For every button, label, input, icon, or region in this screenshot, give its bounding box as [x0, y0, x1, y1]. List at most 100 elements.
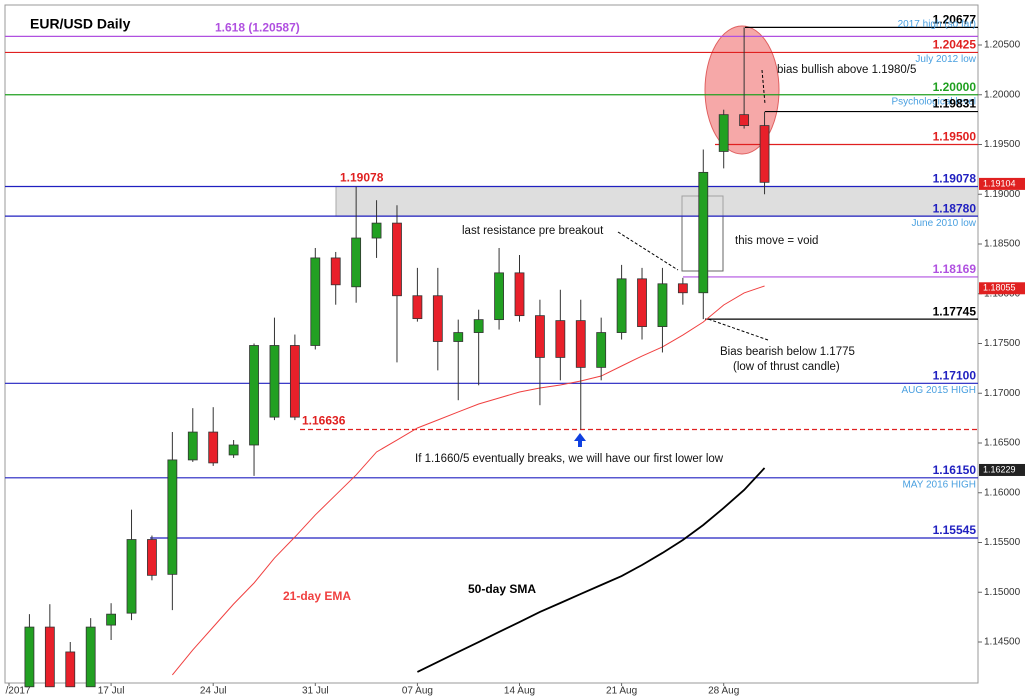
candle-body	[289, 345, 300, 418]
price-tag-label: 1.19104	[983, 178, 1016, 188]
candle-body	[494, 272, 504, 321]
y-tick-label: 1.20000	[984, 89, 1021, 100]
level-label: 1.19500	[933, 130, 977, 144]
annotation: If 1.1660/5 eventually breaks, we will h…	[415, 453, 724, 465]
chart-title: EUR/USD Daily	[30, 16, 131, 32]
y-tick-label: 1.17000	[984, 388, 1021, 399]
x-tick-label: /2017	[5, 686, 30, 696]
candle-body	[106, 613, 116, 626]
level-left-label: 1.16636	[302, 414, 346, 428]
x-tick-label: 24 Jul	[200, 686, 227, 696]
candle-body	[249, 345, 259, 446]
candle-body	[473, 319, 484, 333]
indicator-label: 50-day SMA	[468, 582, 536, 596]
y-tick-label: 1.18500	[984, 239, 1021, 250]
y-tick-label: 1.17500	[984, 338, 1021, 349]
candle-body	[555, 320, 566, 358]
price-tag	[979, 463, 1025, 476]
plot	[5, 26, 979, 688]
candle-body	[187, 431, 198, 461]
x-tick-label: 21 Aug	[606, 686, 637, 696]
y-tick-label: 1.16000	[984, 487, 1021, 498]
y-tick-label: 1.19000	[984, 189, 1021, 200]
x-tick-label: 07 Aug	[402, 686, 433, 696]
candle-body	[126, 539, 137, 614]
arrow-up	[574, 433, 586, 447]
arrow	[617, 231, 679, 271]
candle-body	[739, 114, 750, 126]
annotation: (low of thrust candle)	[733, 361, 840, 373]
level-label: 1.18169	[933, 262, 977, 276]
candle-body	[535, 315, 545, 358]
candle-body	[575, 320, 586, 368]
candle-body	[637, 278, 647, 327]
level-label: 1.18780	[933, 201, 977, 215]
candle-body	[432, 295, 443, 342]
y-tick-label: 1.15500	[984, 537, 1021, 548]
level-label: 1.19831	[933, 97, 977, 111]
candle-body	[453, 332, 464, 342]
annotation: Bias bearish below 1.1775	[720, 346, 855, 358]
level-note: Psychological level	[892, 96, 977, 107]
candle-body	[65, 651, 76, 688]
x-tick-label: 31 Jul	[302, 686, 329, 696]
level-note: MAY 2016 HIGH	[902, 479, 976, 490]
level-label: 1.16150	[933, 463, 977, 477]
level-note: June 2010 low	[912, 218, 977, 229]
candle-body	[330, 257, 341, 286]
level-label: 1.19078	[933, 172, 977, 186]
annotation: last resistance pre breakout	[462, 225, 604, 237]
x-tick-label: 17 Jul	[98, 686, 125, 696]
level-label: 1.20677	[933, 13, 977, 27]
candle-body	[269, 345, 280, 418]
resistance-zone	[335, 185, 979, 217]
candle-body	[759, 125, 770, 183]
level-note: 2017 high (so far)	[898, 19, 976, 30]
level-label: 1.20425	[933, 38, 977, 52]
arrow	[761, 69, 766, 105]
candle-body	[596, 332, 607, 368]
level-label: 1.17100	[933, 368, 977, 382]
candle-body	[147, 539, 157, 576]
indicator-line	[171, 285, 765, 676]
y-tick-label: 1.14500	[984, 637, 1021, 648]
level-left-label: 1.618 (1.20587)	[215, 21, 300, 35]
arrow	[707, 318, 769, 341]
level-left-label: 1.19078	[340, 171, 384, 185]
y-tick-label: 1.20500	[984, 40, 1021, 51]
candle-body	[85, 626, 96, 688]
level-label: 1.17745	[933, 304, 977, 318]
candle-body	[24, 626, 35, 688]
candle-body	[718, 114, 729, 152]
candle-body	[310, 257, 321, 346]
y-tick-label: 1.19500	[984, 139, 1021, 150]
candle-body	[351, 237, 362, 288]
y-tick-label: 1.15000	[984, 587, 1021, 598]
indicator-label: 21-day EMA	[283, 589, 351, 603]
level-label: 1.15545	[933, 523, 977, 537]
candle-body	[392, 222, 402, 297]
price-tag-label: 1.18055	[983, 283, 1016, 293]
candle-body	[208, 431, 219, 464]
y-tick-label: 1.16500	[984, 438, 1021, 449]
x-tick-label: 14 Aug	[504, 686, 535, 696]
candle-body	[167, 459, 178, 575]
candle-body	[698, 171, 709, 294]
price-tag	[979, 282, 1025, 295]
candle-body	[657, 283, 668, 327]
price-tag	[979, 177, 1025, 190]
plot-frame	[4, 4, 979, 684]
annotation: this move = void	[735, 235, 818, 247]
candle-body	[514, 272, 525, 317]
x-tick-label: 28 Aug	[708, 686, 739, 696]
candle-body	[228, 444, 239, 456]
level-note: July 2012 low	[915, 54, 976, 65]
indicator-line	[417, 467, 766, 673]
price-tag-label: 1.16229	[983, 464, 1016, 474]
candle-body	[371, 222, 382, 239]
candle-body	[412, 295, 423, 320]
annotation: bias bullish above 1.1980/5	[777, 64, 916, 76]
candle-body	[616, 278, 627, 333]
level-note: AUG 2015 HIGH	[902, 385, 976, 396]
